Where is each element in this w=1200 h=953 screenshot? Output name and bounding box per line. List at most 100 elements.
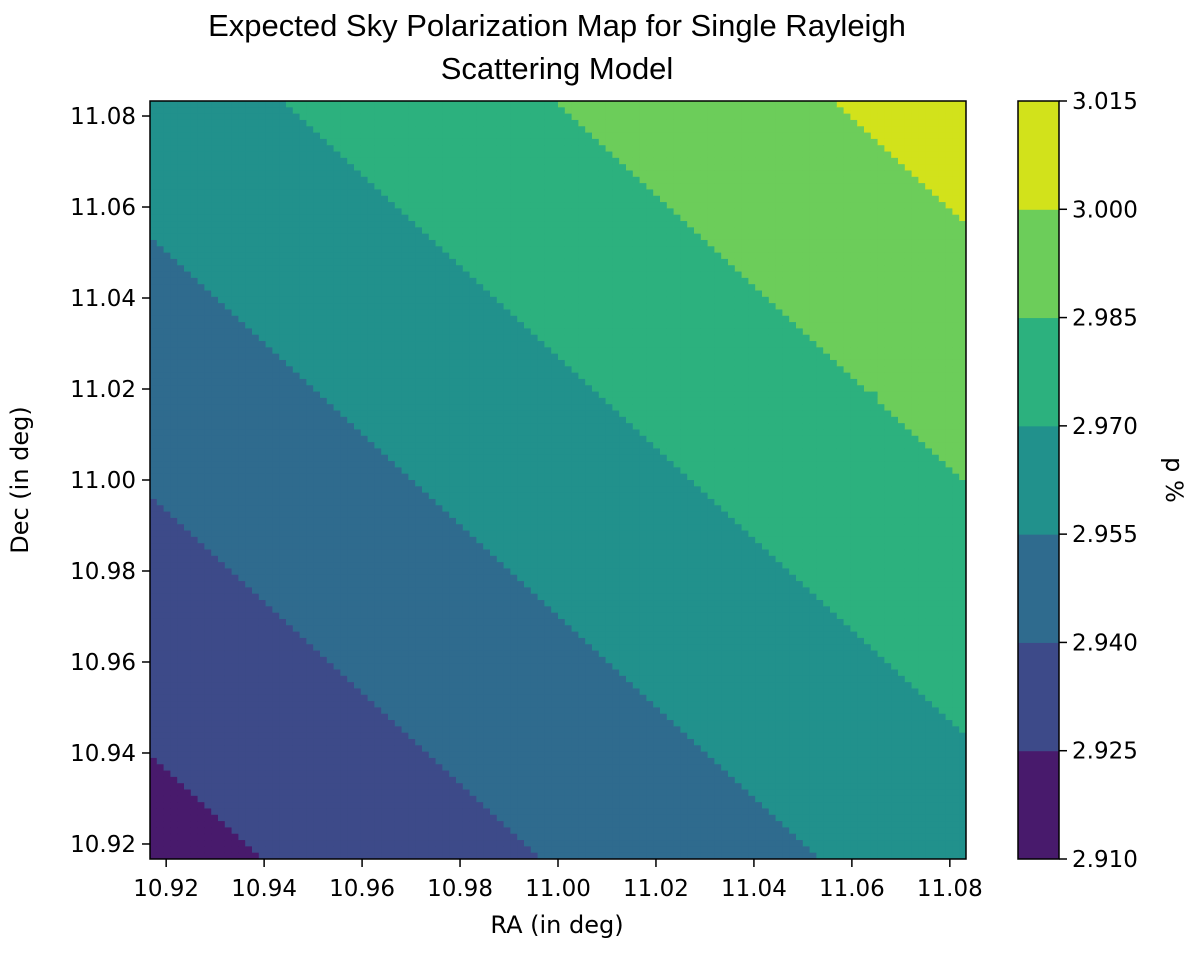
contour-cell xyxy=(394,170,403,178)
contour-cell xyxy=(272,549,280,557)
contour-cell xyxy=(184,511,192,519)
contour-cell xyxy=(367,675,375,683)
contour-cell xyxy=(388,385,396,393)
contour-cell xyxy=(354,517,362,525)
contour-cell xyxy=(388,252,396,260)
contour-cell xyxy=(211,524,219,532)
contour-cell xyxy=(299,341,307,348)
contour-cell xyxy=(415,404,423,412)
contour-cell xyxy=(401,789,409,797)
contour-cell xyxy=(211,132,219,140)
contour-cell xyxy=(374,783,382,791)
contour-cell xyxy=(238,265,246,273)
contour-cell xyxy=(170,378,178,386)
contour-cell xyxy=(360,347,369,355)
contour-cell xyxy=(224,612,233,620)
contour-cell xyxy=(204,720,212,727)
contour-cell xyxy=(170,524,178,532)
contour-cell xyxy=(231,107,239,115)
contour-cell xyxy=(279,208,287,216)
contour-cell xyxy=(252,618,260,626)
contour-cell xyxy=(388,467,396,475)
contour-cell xyxy=(374,606,382,614)
contour-cell xyxy=(184,303,192,311)
contour-cell xyxy=(299,385,307,393)
contour-cell xyxy=(272,303,280,311)
contour-cell xyxy=(224,246,233,254)
contour-cell xyxy=(388,814,396,822)
contour-cell xyxy=(367,707,375,715)
contour-cell xyxy=(258,442,267,450)
contour-cell xyxy=(177,637,185,645)
contour-cell xyxy=(170,568,178,576)
contour-cell xyxy=(292,694,301,702)
contour-cell xyxy=(177,435,185,443)
contour-cell xyxy=(218,151,226,159)
contour-cell xyxy=(211,694,219,702)
contour-cell xyxy=(299,176,307,184)
contour-cell xyxy=(299,132,307,140)
contour-cell xyxy=(340,366,348,374)
contour-cell xyxy=(306,277,314,285)
contour-cell xyxy=(272,353,280,361)
contour-cell xyxy=(367,208,375,216)
contour-cell xyxy=(204,296,212,304)
contour-cell xyxy=(299,410,307,418)
contour-cell xyxy=(422,593,430,601)
contour-cell xyxy=(231,132,239,140)
contour-cell xyxy=(299,284,307,292)
contour-cell xyxy=(245,107,253,115)
contour-cell xyxy=(394,202,403,209)
contour-cell xyxy=(204,442,212,450)
contour-cell xyxy=(313,429,321,437)
contour-cell xyxy=(374,480,382,487)
contour-cell xyxy=(394,682,403,690)
contour-cell xyxy=(150,473,158,481)
contour-cell xyxy=(367,568,375,576)
contour-cell xyxy=(224,581,233,588)
contour-cell xyxy=(163,404,171,412)
contour-cell xyxy=(170,745,178,753)
contour-cell xyxy=(401,498,409,506)
contour-cell xyxy=(272,530,280,538)
contour-cell xyxy=(184,353,192,361)
contour-cell xyxy=(150,574,158,582)
contour-cell xyxy=(150,176,158,184)
contour-cell xyxy=(428,334,437,342)
contour-cell xyxy=(422,757,430,765)
contour-cell xyxy=(326,170,335,178)
contour-cell xyxy=(326,378,335,386)
contour-cell xyxy=(170,675,178,683)
contour-cell xyxy=(218,827,226,835)
contour-cell xyxy=(156,461,165,468)
contour-cell xyxy=(292,183,301,191)
contour-cell xyxy=(190,113,199,121)
contour-cell xyxy=(279,107,287,115)
contour-cell xyxy=(360,233,369,241)
contour-cell xyxy=(279,341,287,348)
contour-cell xyxy=(428,176,437,184)
contour-cell xyxy=(231,827,239,835)
contour-cell xyxy=(252,656,260,664)
contour-cell xyxy=(265,246,273,254)
contour-cell xyxy=(347,808,355,816)
contour-cell xyxy=(286,138,294,146)
contour-cell xyxy=(299,738,307,746)
contour-cell xyxy=(292,656,301,664)
contour-cell xyxy=(408,713,416,721)
contour-cell xyxy=(401,303,409,311)
contour-cell xyxy=(320,511,328,519)
contour-cell xyxy=(422,511,430,519)
contour-cell xyxy=(156,202,165,209)
contour-cell xyxy=(320,353,328,361)
contour-cell xyxy=(388,461,396,468)
contour-cell xyxy=(265,650,273,658)
contour-cell xyxy=(401,101,409,108)
contour-cell xyxy=(265,359,273,367)
contour-cell xyxy=(218,101,226,108)
contour-cell xyxy=(347,221,355,228)
contour-cell xyxy=(326,789,335,797)
contour-cell xyxy=(279,783,287,791)
contour-cell xyxy=(360,334,369,342)
